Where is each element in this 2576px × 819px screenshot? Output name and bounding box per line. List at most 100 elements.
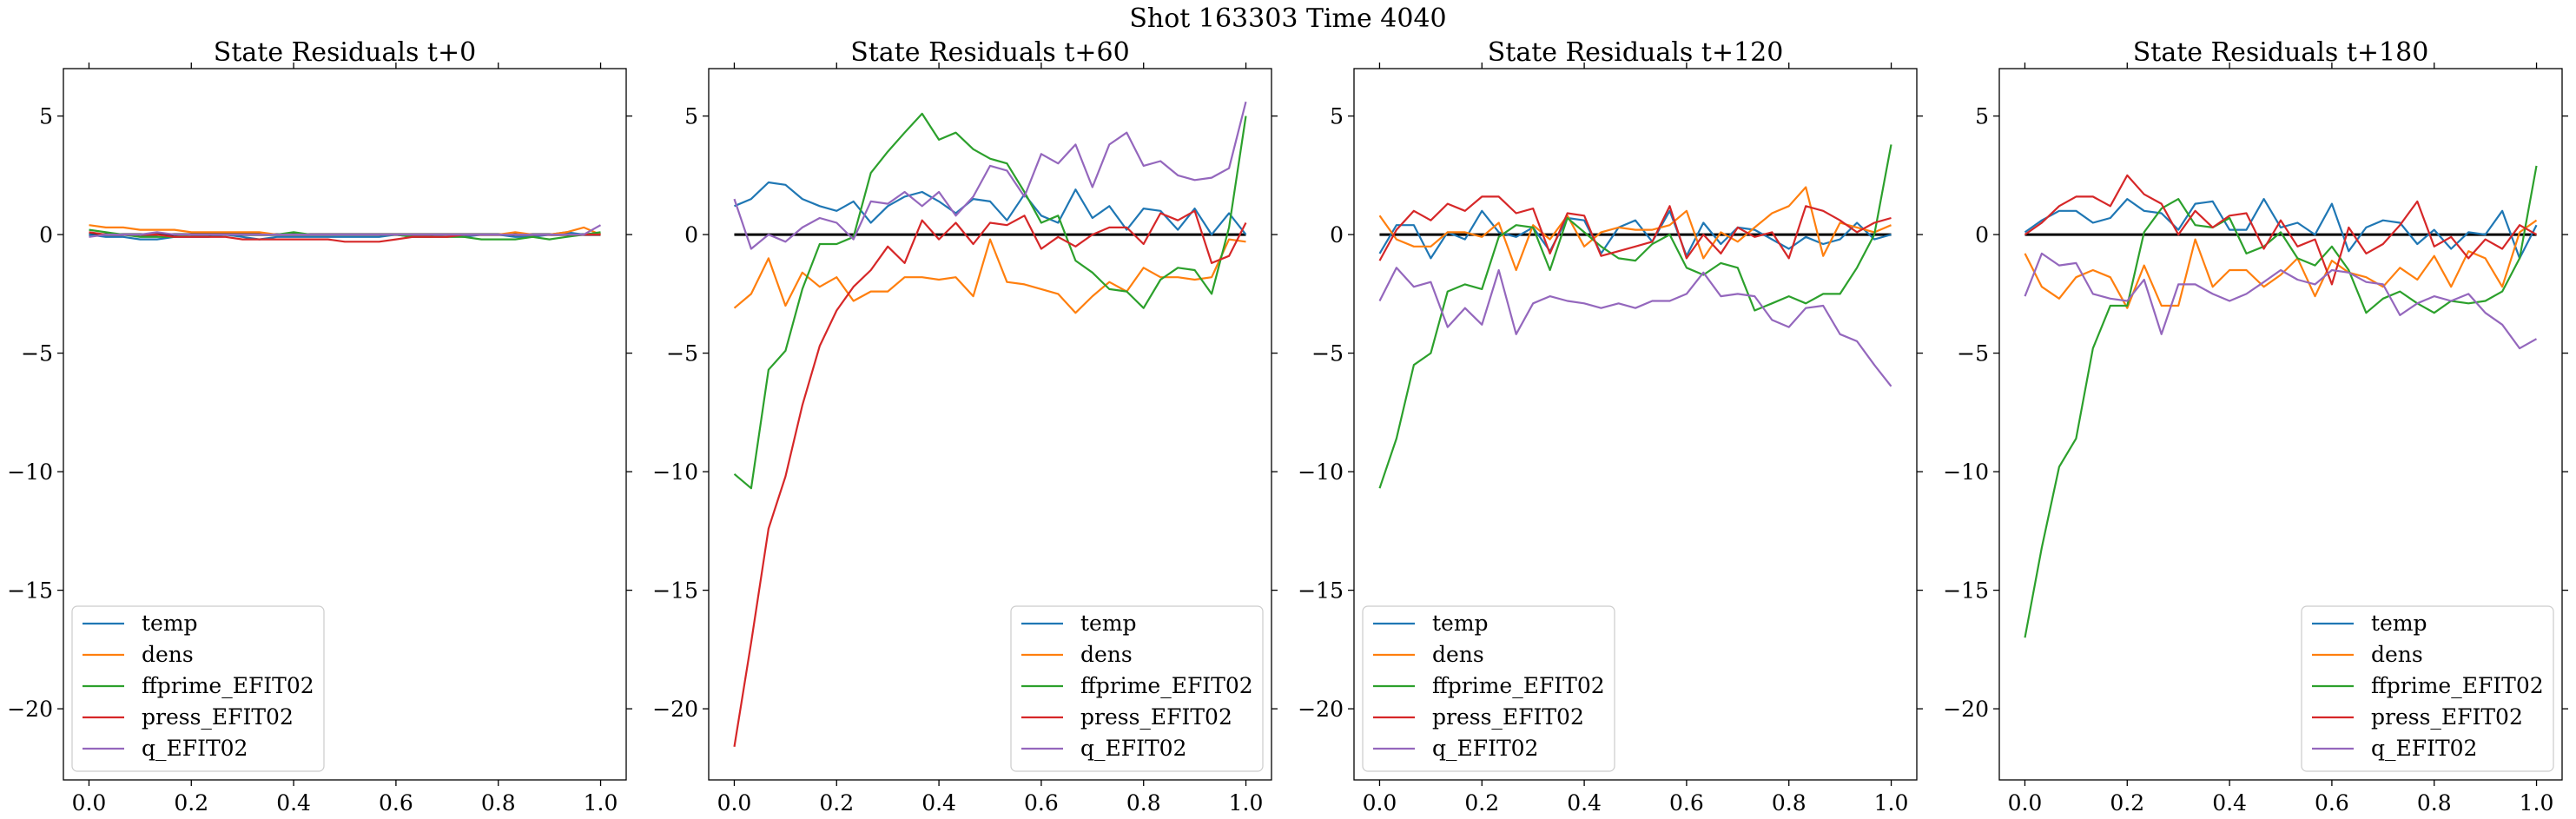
y-tick-label: 5	[1330, 104, 1344, 129]
y-tick-label: −10	[652, 459, 698, 485]
x-tick-label: 0.6	[379, 790, 413, 816]
legend-label: press_EFIT02	[1432, 704, 1584, 730]
chart-panel-1: State Residuals t+60 0.0 0.2 0.4 0.6 0.8 1.0 5 0…	[652, 37, 1278, 816]
x-tick-label: 1.0	[2520, 790, 2554, 816]
legend-label: temp	[1432, 611, 1489, 636]
x-tick-label: 0.4	[921, 790, 956, 816]
legend-label: q_EFIT02	[1080, 736, 1186, 761]
series-line-ffprime-efit02	[1378, 144, 1892, 489]
x-tick-label: 0.2	[2110, 790, 2144, 816]
legend-box	[1362, 605, 1615, 772]
x-tick-label: 0.6	[1024, 790, 1059, 816]
x-tick-label: 0.0	[717, 790, 752, 816]
x-tick-label: 1.0	[584, 790, 618, 816]
y-tick-label: −20	[1298, 697, 1344, 722]
x-tick-label: 0.6	[2315, 790, 2349, 816]
y-tick-label: 5	[39, 104, 53, 129]
chart-panels: State Residuals t+0 0.0 0.2 0.4 0.6 0.8 1.0 5 0 −…	[7, 37, 2568, 816]
legend: temp dens ffprime_EFIT02 press_EFIT02 q_EFIT…	[71, 605, 325, 772]
chart-title: State Residuals t+0	[214, 37, 476, 68]
legend-label: q_EFIT02	[142, 736, 248, 761]
series-line-press-efit02	[2024, 174, 2538, 286]
y-tick-label: −15	[7, 578, 53, 604]
x-tick-label: 1.0	[1229, 790, 1264, 816]
legend-label: dens	[142, 642, 194, 667]
x-tick-label: 0.0	[1363, 790, 1397, 816]
legend-label: ffprime_EFIT02	[1080, 673, 1253, 698]
y-tick-label: 0	[39, 222, 53, 248]
legend-label: dens	[1080, 642, 1133, 667]
legend-label: q_EFIT02	[1432, 736, 1538, 761]
legend-box	[2301, 605, 2554, 772]
chart-title: State Residuals t+60	[850, 37, 1129, 68]
legend-label: ffprime_EFIT02	[2371, 673, 2544, 698]
x-tick-label: 0.4	[1567, 790, 1602, 816]
series-line-q-efit02	[2024, 252, 2538, 350]
y-tick-label: 0	[1330, 222, 1344, 248]
series-line-press-efit02	[733, 209, 1247, 747]
legend-label: ffprime_EFIT02	[1432, 673, 1605, 698]
y-tick-label: 5	[684, 104, 698, 129]
y-tick-label: 0	[684, 222, 698, 248]
y-tick-label: −5	[1957, 341, 1989, 367]
chart-panel-3: State Residuals t+180 0.0 0.2 0.4 0.6 0.8 1.0 5…	[1943, 37, 2568, 816]
legend-label: press_EFIT02	[142, 704, 294, 730]
series-line-q-efit02	[1378, 267, 1892, 387]
y-tick-label: −5	[21, 341, 53, 367]
series-line-q-efit02	[89, 224, 602, 238]
chart-panel-0: State Residuals t+0 0.0 0.2 0.4 0.6 0.8 1.0 5 0 −…	[7, 37, 632, 816]
y-tick-label: −5	[1311, 341, 1344, 367]
x-tick-label: 0.0	[2008, 790, 2043, 816]
legend-label: temp	[1080, 611, 1137, 636]
x-tick-label: 0.6	[1669, 790, 1704, 816]
y-tick-label: −20	[7, 697, 53, 722]
series-line-press-efit02	[1378, 195, 1892, 261]
figure-title: Shot 163303 Time 4040	[1129, 3, 1446, 34]
y-tick-label: −10	[1943, 459, 1989, 485]
series-line-dens	[2024, 219, 2538, 309]
x-tick-label: 0.8	[1126, 790, 1161, 816]
plot-frame	[1353, 68, 1918, 781]
y-tick-label: −15	[652, 578, 698, 604]
x-tick-label: 1.0	[1874, 790, 1909, 816]
x-tick-label: 0.4	[276, 790, 311, 816]
legend-label: ffprime_EFIT02	[142, 673, 314, 698]
x-tick-label: 0.2	[174, 790, 208, 816]
chart-title: State Residuals t+180	[2133, 37, 2429, 68]
y-tick-label: −5	[666, 341, 698, 367]
y-tick-label: −10	[7, 459, 53, 485]
x-tick-label: 0.4	[2212, 790, 2247, 816]
legend-label: q_EFIT02	[2371, 736, 2477, 761]
plot-frame	[708, 68, 1272, 781]
legend-box	[71, 605, 325, 772]
legend-label: temp	[142, 611, 198, 636]
plot-frame	[1998, 68, 2563, 781]
y-tick-label: −15	[1298, 578, 1344, 604]
legend: temp dens ffprime_EFIT02 press_EFIT02 q_EFIT…	[2301, 605, 2554, 772]
chart-title: State Residuals t+120	[1488, 37, 1784, 68]
series-line-dens	[1378, 186, 1892, 272]
legend-label: dens	[2371, 642, 2423, 667]
y-tick-label: −20	[1943, 697, 1989, 722]
y-tick-label: −20	[652, 697, 698, 722]
legend: temp dens ffprime_EFIT02 press_EFIT02 q_EFIT…	[1010, 605, 1264, 772]
y-tick-label: 0	[1975, 222, 1989, 248]
x-tick-label: 0.8	[481, 790, 516, 816]
legend-box	[1010, 605, 1264, 772]
plot-frame	[63, 68, 627, 781]
series-line-temp	[1378, 209, 1892, 260]
legend-label: temp	[2371, 611, 2427, 636]
x-tick-label: 0.8	[2417, 790, 2452, 816]
chart-panel-2: State Residuals t+120 0.0 0.2 0.4 0.6 0.8 1.0 5…	[1298, 37, 1923, 816]
x-tick-label: 0.2	[819, 790, 854, 816]
y-tick-label: −15	[1943, 578, 1989, 604]
legend: temp dens ffprime_EFIT02 press_EFIT02 q_EFIT…	[1362, 605, 1615, 772]
series-line-ffprime-efit02	[733, 112, 1247, 490]
x-tick-label: 0.8	[1772, 790, 1807, 816]
legend-label: press_EFIT02	[1080, 704, 1232, 730]
legend-label: press_EFIT02	[2371, 704, 2523, 730]
y-tick-label: −10	[1298, 459, 1344, 485]
series-line-temp	[734, 181, 1247, 236]
y-tick-label: 5	[1975, 104, 1989, 129]
